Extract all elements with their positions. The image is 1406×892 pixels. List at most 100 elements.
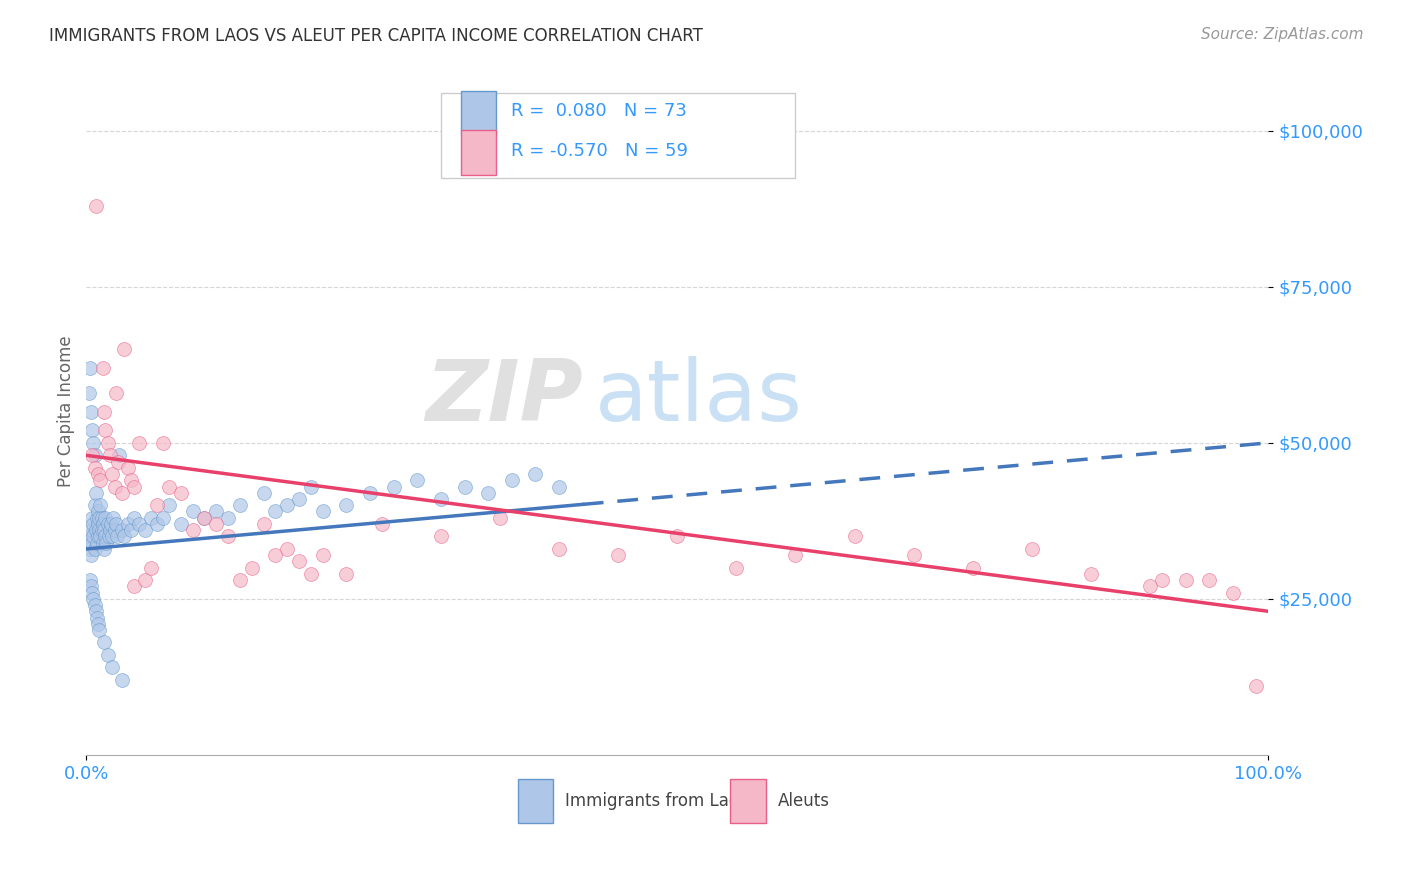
Point xyxy=(93,635,115,649)
Point xyxy=(288,554,311,568)
Point xyxy=(107,454,129,468)
Point xyxy=(666,529,689,543)
Text: R =  0.080   N = 73: R = 0.080 N = 73 xyxy=(510,103,686,120)
Point xyxy=(120,473,142,487)
Point xyxy=(100,516,122,531)
Point xyxy=(97,529,120,543)
Point xyxy=(146,516,169,531)
Point xyxy=(1150,573,1173,587)
Point xyxy=(193,510,215,524)
Point xyxy=(82,585,104,599)
Point xyxy=(101,467,124,481)
Point xyxy=(299,479,322,493)
Point xyxy=(152,510,174,524)
Point xyxy=(96,535,118,549)
Point xyxy=(299,566,322,581)
Point xyxy=(82,529,104,543)
Y-axis label: Per Capita Income: Per Capita Income xyxy=(58,336,75,487)
Point xyxy=(79,573,101,587)
Point xyxy=(112,529,135,543)
Point xyxy=(93,541,115,556)
Point xyxy=(406,473,429,487)
Point xyxy=(288,491,311,506)
Point xyxy=(524,467,547,481)
Point xyxy=(193,510,215,524)
Point xyxy=(205,516,228,531)
Point xyxy=(117,460,139,475)
Point xyxy=(101,660,124,674)
Point xyxy=(90,510,112,524)
Point xyxy=(111,673,134,687)
Point xyxy=(84,199,107,213)
Point xyxy=(108,448,131,462)
Point xyxy=(104,386,127,401)
Point xyxy=(82,423,104,437)
Point xyxy=(93,405,115,419)
Point xyxy=(93,523,115,537)
Point xyxy=(170,485,193,500)
Point xyxy=(430,529,453,543)
Point xyxy=(430,491,453,506)
Point xyxy=(104,523,127,537)
Point xyxy=(312,548,335,562)
Point xyxy=(90,523,112,537)
Point xyxy=(87,467,110,481)
Point xyxy=(87,516,110,531)
Point xyxy=(111,523,134,537)
Point xyxy=(1139,579,1161,593)
Point xyxy=(87,529,110,543)
Text: R = -0.570   N = 59: R = -0.570 N = 59 xyxy=(510,142,688,160)
Point xyxy=(82,591,104,606)
Point xyxy=(607,548,630,562)
Point xyxy=(264,504,287,518)
Point xyxy=(217,510,239,524)
Point xyxy=(548,541,571,556)
Point xyxy=(89,623,111,637)
Point xyxy=(77,529,100,543)
Point xyxy=(87,616,110,631)
Point xyxy=(104,516,127,531)
Point xyxy=(359,485,381,500)
Point xyxy=(80,405,103,419)
Point xyxy=(335,498,357,512)
Point xyxy=(97,648,120,662)
Point xyxy=(453,479,475,493)
Point xyxy=(86,510,108,524)
Point xyxy=(548,479,571,493)
Point xyxy=(276,541,298,556)
Point xyxy=(312,504,335,518)
Point xyxy=(80,579,103,593)
Point xyxy=(89,523,111,537)
Point xyxy=(217,529,239,543)
Point xyxy=(141,510,163,524)
Point xyxy=(276,498,298,512)
Point xyxy=(112,343,135,357)
Point xyxy=(335,566,357,581)
Point xyxy=(371,516,394,531)
Point xyxy=(157,498,180,512)
Point xyxy=(98,523,121,537)
Point xyxy=(205,504,228,518)
Point xyxy=(83,498,105,512)
Point xyxy=(94,423,117,437)
Text: Immigrants from Laos: Immigrants from Laos xyxy=(565,792,748,810)
Text: IMMIGRANTS FROM LAOS VS ALEUT PER CAPITA INCOME CORRELATION CHART: IMMIGRANTS FROM LAOS VS ALEUT PER CAPITA… xyxy=(49,27,703,45)
Point xyxy=(83,448,105,462)
Point xyxy=(128,435,150,450)
Point xyxy=(104,479,127,493)
Text: ZIP: ZIP xyxy=(425,357,582,440)
Point xyxy=(89,498,111,512)
Point xyxy=(86,535,108,549)
Point xyxy=(1198,573,1220,587)
Point xyxy=(83,460,105,475)
Point xyxy=(146,498,169,512)
Text: Source: ZipAtlas.com: Source: ZipAtlas.com xyxy=(1201,27,1364,42)
Point xyxy=(103,510,125,524)
Point xyxy=(903,548,925,562)
Text: Aleuts: Aleuts xyxy=(778,792,830,810)
Point xyxy=(1246,679,1268,693)
Point xyxy=(83,541,105,556)
Point xyxy=(725,560,748,574)
Point xyxy=(252,485,274,500)
Point xyxy=(489,510,512,524)
